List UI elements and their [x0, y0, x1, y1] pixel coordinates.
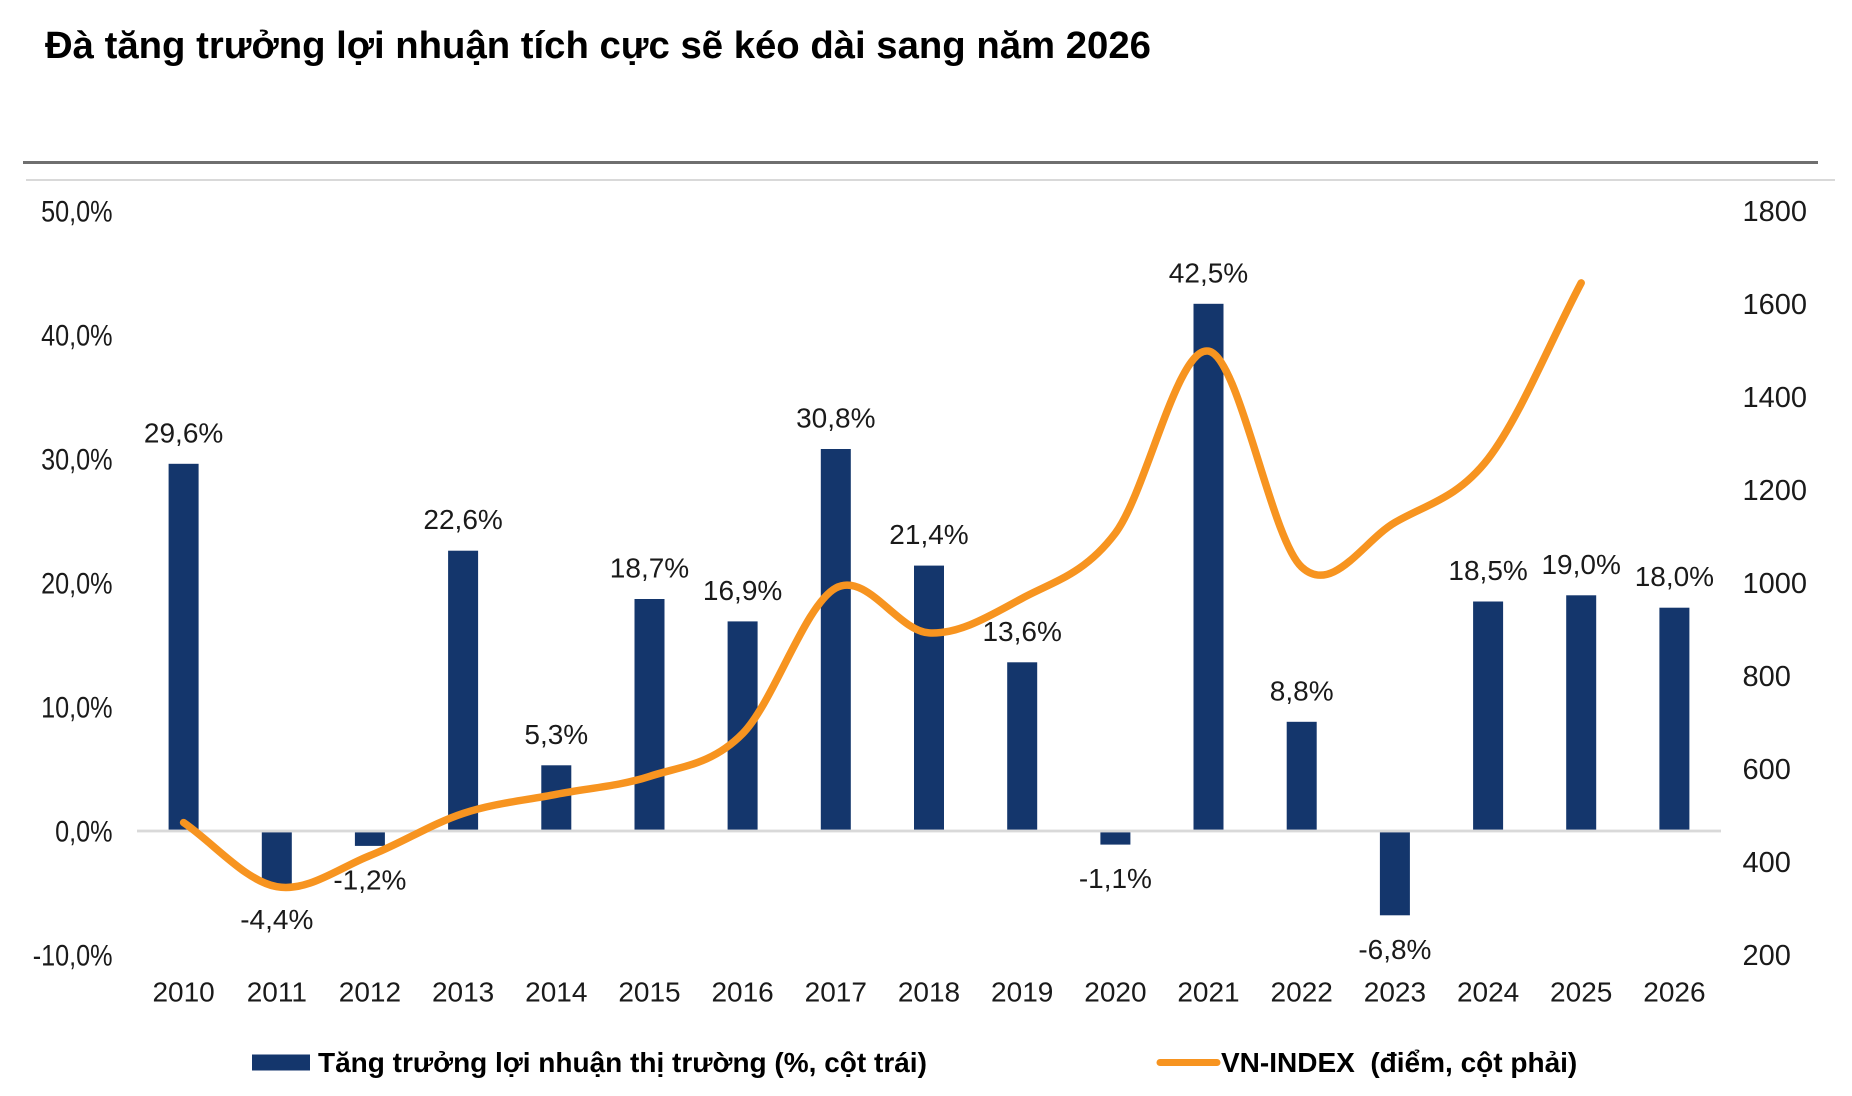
- svg-text:1600: 1600: [1743, 289, 1808, 321]
- svg-text:2024: 2024: [1457, 977, 1519, 1008]
- svg-text:2016: 2016: [711, 977, 773, 1008]
- svg-text:2015: 2015: [618, 977, 680, 1008]
- svg-text:2011: 2011: [247, 977, 307, 1008]
- svg-text:18,0%: 18,0%: [1635, 561, 1714, 592]
- svg-text:29,6%: 29,6%: [144, 417, 223, 448]
- svg-text:2018: 2018: [898, 977, 960, 1008]
- svg-text:42,5%: 42,5%: [1169, 257, 1248, 288]
- svg-text:8,8%: 8,8%: [1270, 675, 1334, 706]
- svg-text:2019: 2019: [991, 977, 1053, 1008]
- svg-text:VN-INDEX (điểm, cột phải): VN-INDEX (điểm, cột phải): [1221, 1047, 1577, 1078]
- svg-text:0,0%: 0,0%: [55, 814, 112, 848]
- svg-text:2013: 2013: [432, 977, 494, 1008]
- svg-text:-4,4%: -4,4%: [240, 904, 313, 935]
- svg-text:2012: 2012: [339, 977, 401, 1008]
- svg-text:Tăng trưởng lợi nhuận thị trườ: Tăng trưởng lợi nhuận thị trường (%, cột…: [318, 1047, 927, 1078]
- svg-text:600: 600: [1743, 754, 1791, 786]
- svg-text:-6,8%: -6,8%: [1358, 934, 1431, 965]
- svg-text:2017: 2017: [805, 977, 867, 1008]
- svg-text:22,6%: 22,6%: [423, 504, 502, 535]
- svg-text:18,7%: 18,7%: [610, 553, 689, 584]
- svg-text:-1,1%: -1,1%: [1079, 863, 1152, 894]
- svg-text:2025: 2025: [1550, 977, 1612, 1008]
- svg-text:2010: 2010: [152, 977, 214, 1008]
- svg-text:200: 200: [1743, 940, 1791, 972]
- svg-text:1000: 1000: [1743, 568, 1808, 600]
- svg-text:2022: 2022: [1271, 977, 1333, 1008]
- svg-text:13,6%: 13,6%: [982, 616, 1061, 647]
- svg-text:2021: 2021: [1177, 977, 1239, 1008]
- svg-text:40,0%: 40,0%: [41, 318, 112, 352]
- svg-text:2014: 2014: [525, 977, 587, 1008]
- svg-text:20,0%: 20,0%: [41, 566, 112, 600]
- svg-text:21,4%: 21,4%: [889, 519, 968, 550]
- svg-text:5,3%: 5,3%: [524, 719, 588, 750]
- svg-text:30,8%: 30,8%: [796, 403, 875, 434]
- svg-text:-10,0%: -10,0%: [33, 938, 113, 972]
- svg-text:19,0%: 19,0%: [1541, 549, 1620, 580]
- svg-text:800: 800: [1743, 661, 1791, 693]
- svg-text:50,0%: 50,0%: [41, 194, 112, 228]
- svg-text:1200: 1200: [1743, 475, 1808, 507]
- svg-text:30,0%: 30,0%: [41, 442, 112, 476]
- svg-text:1800: 1800: [1743, 196, 1808, 228]
- svg-text:10,0%: 10,0%: [41, 690, 112, 724]
- svg-text:16,9%: 16,9%: [703, 575, 782, 606]
- svg-text:18,5%: 18,5%: [1448, 555, 1527, 586]
- svg-text:2026: 2026: [1643, 977, 1705, 1008]
- svg-text:400: 400: [1743, 847, 1791, 879]
- svg-text:1400: 1400: [1743, 382, 1808, 414]
- svg-text:2020: 2020: [1084, 977, 1146, 1008]
- svg-text:2023: 2023: [1364, 977, 1426, 1008]
